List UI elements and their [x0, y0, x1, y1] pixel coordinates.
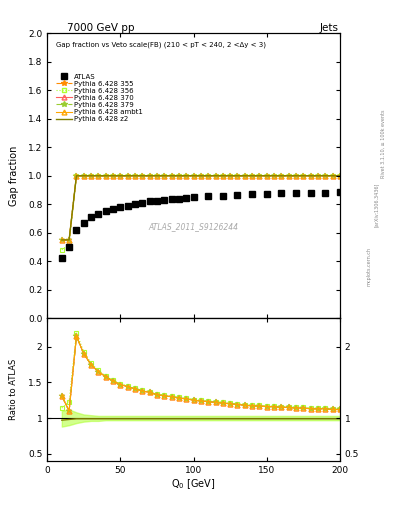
- Text: Rivet 3.1.10, ≥ 100k events: Rivet 3.1.10, ≥ 100k events: [381, 109, 386, 178]
- X-axis label: Q$_0$ [GeV]: Q$_0$ [GeV]: [171, 477, 216, 491]
- Text: Gap fraction vs Veto scale(FB) (210 < pT < 240, 2 <Δy < 3): Gap fraction vs Veto scale(FB) (210 < pT…: [56, 42, 266, 48]
- Text: ATLAS_2011_S9126244: ATLAS_2011_S9126244: [149, 223, 239, 231]
- Y-axis label: Gap fraction: Gap fraction: [9, 145, 19, 206]
- Text: [arXiv:1306.3436]: [arXiv:1306.3436]: [374, 183, 378, 227]
- Text: mcplots.cern.ch: mcplots.cern.ch: [367, 247, 372, 286]
- Text: Jets: Jets: [320, 23, 339, 33]
- Y-axis label: Ratio to ATLAS: Ratio to ATLAS: [9, 359, 18, 420]
- Text: 7000 GeV pp: 7000 GeV pp: [67, 23, 134, 33]
- Legend: ATLAS, Pythia 6.428 355, Pythia 6.428 356, Pythia 6.428 370, Pythia 6.428 379, P: ATLAS, Pythia 6.428 355, Pythia 6.428 35…: [53, 71, 146, 125]
